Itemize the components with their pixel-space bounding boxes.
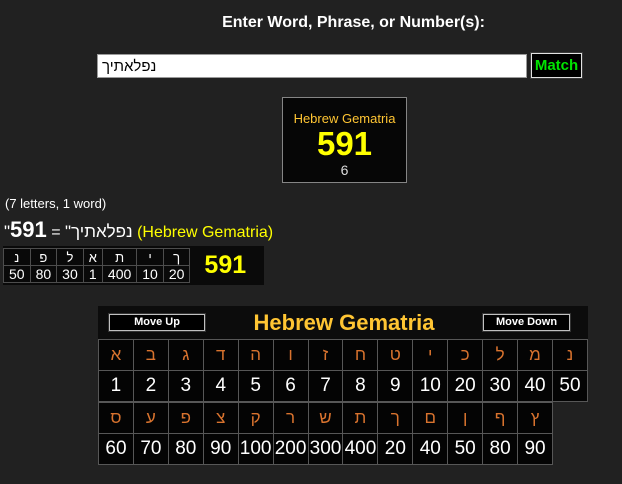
letter-cell: י — [412, 339, 449, 371]
value-cell: 6 — [272, 370, 309, 402]
bd-letter-cell: ך — [162, 248, 191, 266]
gematria-table-header: Move Up Hebrew Gematria Move Down — [98, 306, 588, 339]
letter-cell: ט — [377, 339, 414, 371]
value-cell: 3 — [167, 370, 204, 402]
letter-cell: ם — [412, 402, 449, 434]
value-cell: 9 — [377, 370, 414, 402]
letter-cell: כ — [447, 339, 484, 371]
value-cell: 1 — [98, 370, 134, 402]
letter-cell: ל — [482, 339, 519, 371]
letter-cell: ק — [237, 402, 274, 434]
search-input[interactable] — [97, 54, 527, 78]
bd-value-cell: 10 — [136, 265, 164, 283]
result-box-label: Hebrew Gematria — [293, 111, 396, 126]
bd-letter-cell: נ — [3, 248, 31, 266]
result-box-value: 591 — [316, 125, 373, 162]
letter-cell: ר — [272, 402, 309, 434]
value-cell: 7 — [307, 370, 344, 402]
bd-value-cell: 20 — [162, 265, 191, 283]
breakdown-value-row: 50 80 30 1 400 10 20 — [3, 265, 191, 283]
value-cell: 30 — [482, 370, 519, 402]
letter-cell: ד — [202, 339, 239, 371]
value-cell: 4 — [202, 370, 239, 402]
value-cell: 40 — [412, 433, 449, 465]
letter-cell: ב — [132, 339, 169, 371]
letter-cell: ת — [342, 402, 379, 434]
value-cell: 20 — [377, 433, 414, 465]
letter-cell: א — [98, 339, 134, 371]
value-cell: 300 — [307, 433, 344, 465]
value-cell: 80 — [482, 433, 519, 465]
bd-letter-cell: ת — [101, 248, 138, 266]
bd-value-cell: 80 — [29, 265, 58, 283]
value-cell: 10 — [412, 370, 449, 402]
match-button[interactable]: Match — [531, 53, 582, 78]
equation-equals: = — [51, 224, 61, 241]
letter-cell: ע — [132, 402, 169, 434]
letters-word-count: (7 letters, 1 word) — [5, 196, 107, 211]
letter-cell: ח — [342, 339, 379, 371]
value-cell: 90 — [517, 433, 553, 465]
value-cell: 2 — [132, 370, 169, 402]
value-cell: 90 — [202, 433, 239, 465]
equation-system-label: (Hebrew Gematria) — [137, 224, 274, 241]
value-cell: 20 — [447, 370, 484, 402]
value-cell: 80 — [167, 433, 204, 465]
breakdown-total: 591 — [204, 251, 247, 279]
value-cell: 50 — [447, 433, 484, 465]
bd-value-cell: 50 — [3, 265, 31, 283]
letter-cell: פ — [167, 402, 204, 434]
letter-cell: ש — [307, 402, 344, 434]
bd-letter-cell: א — [82, 248, 103, 266]
letter-cell: ה — [237, 339, 274, 371]
value-cell: 8 — [342, 370, 379, 402]
move-down-button[interactable]: Move Down — [483, 314, 570, 331]
letter-cell: צ — [202, 402, 239, 434]
value-cell: 60 — [98, 433, 134, 465]
value-cell: 100 — [237, 433, 274, 465]
result-box: Hebrew Gematria 591 6 — [282, 97, 407, 183]
value-row-1: 1 2 3 4 5 6 7 8 9 10 20 30 40 50 — [98, 370, 589, 402]
value-cell: 400 — [342, 433, 379, 465]
value-cell: 200 — [272, 433, 309, 465]
value-cell: 50 — [551, 370, 589, 402]
move-up-button[interactable]: Move Up — [109, 314, 205, 331]
bd-value-cell: 30 — [56, 265, 84, 283]
equation-word: "נפלאתיך" — [4, 222, 133, 241]
gematria-table-title: Hebrew Gematria — [253, 309, 435, 335]
value-cell: 40 — [517, 370, 553, 402]
bd-letter-cell: פ — [29, 248, 58, 266]
value-cell: 70 — [132, 433, 169, 465]
letter-cell: ו — [272, 339, 309, 371]
letter-cell: ן — [447, 402, 484, 434]
page-title: Enter Word, Phrase, or Number(s): — [222, 14, 485, 31]
letter-cell: נ — [551, 339, 589, 371]
value-cell: 5 — [237, 370, 274, 402]
value-row-2: 60 70 80 90 100 200 300 400 20 40 50 80 90 — [98, 433, 553, 465]
bd-letter-cell: ל — [56, 248, 84, 266]
letter-cell: מ — [517, 339, 553, 371]
letter-cell: ץ — [517, 402, 553, 434]
letter-cell: ך — [377, 402, 414, 434]
letter-cell: ס — [98, 402, 134, 434]
bd-value-cell: 400 — [101, 265, 138, 283]
letter-cell: ף — [482, 402, 519, 434]
bd-value-cell: 1 — [82, 265, 103, 283]
letter-cell: ג — [167, 339, 204, 371]
bd-letter-cell: י — [136, 248, 164, 266]
gematria-equation: "נפלאתיך" = 591 (Hebrew Gematria) — [4, 217, 273, 243]
equation-value: 591 — [10, 217, 47, 242]
result-box-sub-value: 6 — [340, 161, 349, 178]
letter-cell: ז — [307, 339, 344, 371]
